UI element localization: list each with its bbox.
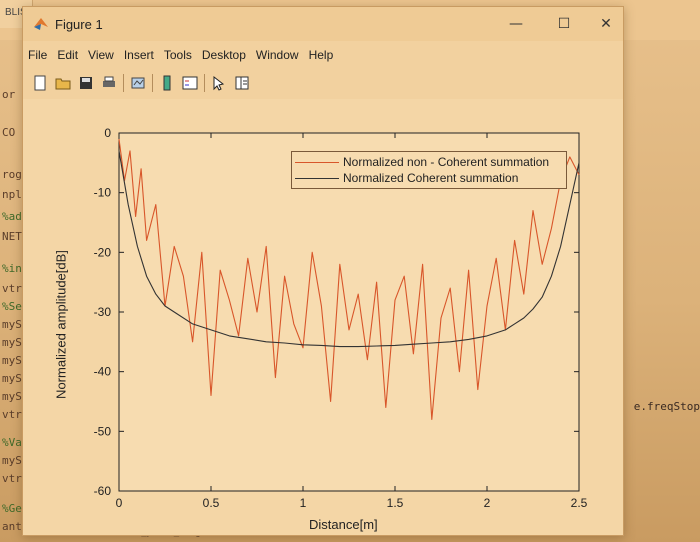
code-line: vtri <box>2 408 29 421</box>
menu-file[interactable]: File <box>28 48 48 62</box>
figure-toolbar <box>31 71 251 95</box>
print-icon[interactable] <box>100 74 118 92</box>
window-title: Figure 1 <box>55 17 103 32</box>
save-icon[interactable] <box>77 74 95 92</box>
window-titlebar[interactable]: Figure 1 — ☐ ✕ <box>23 7 623 41</box>
property-editor-icon[interactable] <box>233 74 251 92</box>
open-folder-icon[interactable] <box>54 74 72 92</box>
y-tick-label: -30 <box>94 305 112 319</box>
menu-help[interactable]: Help <box>308 48 334 62</box>
code-line: vtri <box>2 282 29 295</box>
legend-entry: Normalized Coherent summation <box>292 170 518 186</box>
legend-line-swatch <box>295 177 339 179</box>
link-plot-icon[interactable] <box>129 74 147 92</box>
menu-tools[interactable]: Tools <box>163 48 192 62</box>
code-line: %ini <box>2 262 29 275</box>
code-line: %Get <box>2 502 29 515</box>
x-tick-label: 0 <box>116 496 123 510</box>
x-axis-label: Distance[m] <box>309 517 378 532</box>
matlab-logo-icon <box>34 18 48 30</box>
y-tick-label: 0 <box>104 126 111 140</box>
y-axis-label: Normalized amplitude[dB] <box>53 250 69 399</box>
legend-icon[interactable] <box>181 74 199 92</box>
menu-bar: File Edit View Insert Tools Desktop Wind… <box>23 45 623 67</box>
plot-svg: 0 0.5 1 1.5 2 2.5 0 -10 -20 -30 -40 -50 -60 <box>94 126 588 510</box>
colorbar-icon[interactable] <box>158 74 176 92</box>
legend-label: Normalized non - Coherent summation <box>343 155 550 169</box>
y-tick-label: -50 <box>94 424 112 438</box>
figure-window: Figure 1 — ☐ ✕ File Edit View Insert Too… <box>22 6 624 536</box>
legend-entry: Normalized non - Coherent summation <box>292 154 549 170</box>
series-line-noncoherent <box>118 138 580 420</box>
code-line: %Val <box>2 436 29 449</box>
figure-canvas: 0 0.5 1 1.5 2 2.5 0 -10 -20 -30 -40 -50 -60 Distance… <box>23 99 623 535</box>
menu-window[interactable]: Window <box>255 48 299 62</box>
series-line-coherent <box>118 150 580 348</box>
code-line: mySe <box>2 390 29 403</box>
code-line: mySe <box>2 454 29 467</box>
close-button[interactable]: ✕ <box>600 16 612 32</box>
x-tick-label: 1 <box>300 496 307 510</box>
y-tick-label: -60 <box>94 484 112 498</box>
menu-edit[interactable]: Edit <box>57 48 79 62</box>
code-line: vtri <box>2 472 29 485</box>
menu-desktop[interactable]: Desktop <box>201 48 246 62</box>
x-tick-label: 0.5 <box>203 496 220 510</box>
toolbar-separator <box>152 74 153 92</box>
code-line: ants <box>2 520 29 533</box>
code-line: mySe <box>2 318 29 331</box>
code-line: mySe <box>2 372 29 385</box>
y-tick-label: -20 <box>94 245 112 259</box>
right-code-fragment: e.freqStop <box>633 400 700 413</box>
menu-view[interactable]: View <box>88 48 114 62</box>
menu-insert[interactable]: Insert <box>123 48 154 62</box>
code-line: %Set <box>2 300 29 313</box>
chart-legend[interactable]: Normalized non - Coherent summation Norm… <box>291 151 567 189</box>
toolbar-separator <box>123 74 124 92</box>
toolbar-separator <box>204 74 205 92</box>
legend-label: Normalized Coherent summation <box>343 171 519 185</box>
code-line: mySe <box>2 354 29 367</box>
code-line: mySe <box>2 336 29 349</box>
code-line: %add <box>2 210 29 223</box>
y-tick-label: -40 <box>94 365 112 379</box>
pointer-icon[interactable] <box>210 74 228 92</box>
x-tick-label: 2.5 <box>571 496 588 510</box>
legend-line-swatch <box>295 161 339 163</box>
code-line: or <box>2 88 16 101</box>
x-tick-label: 1.5 <box>387 496 404 510</box>
maximize-button[interactable]: ☐ <box>557 16 571 32</box>
minimize-button[interactable]: — <box>509 16 523 32</box>
code-line: CO <box>2 126 16 139</box>
new-figure-icon[interactable] <box>31 74 49 92</box>
x-tick-label: 2 <box>484 496 491 510</box>
y-tick-label: -10 <box>94 186 112 200</box>
code-line: NET. <box>2 230 29 243</box>
